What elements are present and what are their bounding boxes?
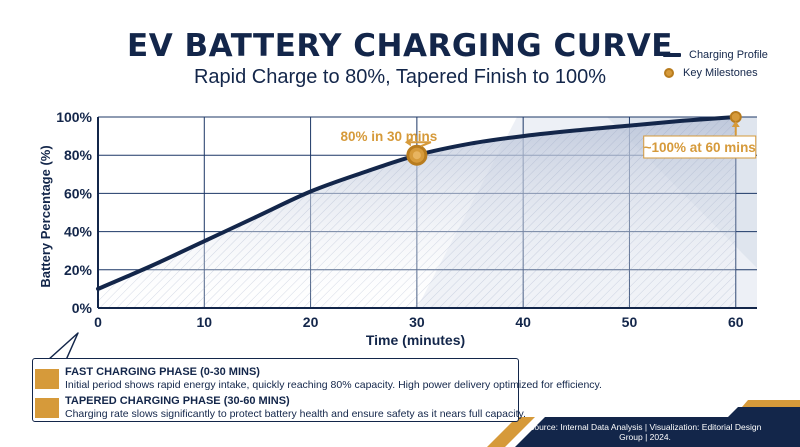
tapered-phase-note: TAPERED CHARGING PHASE (30-60 MINS) Char… [35,395,526,421]
legend-item-charging-profile: Charging Profile [663,46,768,64]
footer-stripe [728,407,800,417]
milestone-point-inner [412,151,421,160]
tapered-phase-text: Charging rate slows significantly to pro… [65,408,526,420]
fast-phase-title: FAST CHARGING PHASE (0-30 MINS) [65,366,260,378]
tapered-phase-square-icon [35,398,59,418]
legend-line-icon [663,53,681,57]
callout-tail [47,332,79,361]
annotation-100-arrowhead [731,121,740,127]
x-tick-label: 0 [94,314,102,330]
x-tick-label: 10 [197,314,213,330]
x-tick-label: 40 [515,314,531,330]
chart-subtitle: Rapid Charge to 80%, Tapered Finish to 1… [193,66,607,88]
y-tick-label: 40% [64,224,93,240]
y-tick-label: 100% [56,109,92,125]
footer-bar [515,417,800,447]
milestone-point [729,111,742,123]
y-axis-label: Battery Percentage (%) [38,145,53,287]
legend-label-charging-profile: Charging Profile [689,49,768,61]
annotation-100-percent: ~100% at 60 mins [644,140,756,155]
legend-item-key-milestones: Key Milestones [663,64,768,82]
annotation-100-box [643,135,757,159]
y-tick-label: 0% [72,300,93,316]
legend-dot-icon [664,68,674,78]
fast-phase-note: FAST CHARGING PHASE (0-30 MINS) Initial … [35,366,602,392]
source-footer: Source: Internal Data Analysis | Visuali… [528,422,762,442]
x-tick-label: 30 [409,314,425,330]
annotation-80-percent: 80% in 30 mins [340,129,437,144]
footer-stripe-gold [742,400,800,407]
fast-phase-text: Initial period shows rapid energy intake… [65,379,602,391]
annotation-80-arrowhead [404,138,411,147]
y-tick-label: 80% [64,147,93,163]
area-hatch [98,117,736,308]
legend-label-key-milestones: Key Milestones [683,67,758,79]
legend: Charging Profile Key Milestones [663,46,768,82]
x-tick-label: 60 [728,314,744,330]
footer-accent [487,417,535,447]
x-axis-label: Time (minutes) [366,332,465,348]
x-tick-label: 20 [303,314,319,330]
tapered-phase-title: TAPERED CHARGING PHASE (30-60 MINS) [65,395,290,407]
x-tick-label: 50 [622,314,638,330]
annotation-80-arrow [410,141,432,148]
chart-title: EV BATTERY CHARGING CURVE [127,28,673,64]
y-tick-label: 20% [64,262,93,278]
fast-phase-square-icon [35,369,59,389]
phase-info-box: FAST CHARGING PHASE (0-30 MINS) Initial … [32,358,602,422]
y-tick-label: 60% [64,185,93,201]
